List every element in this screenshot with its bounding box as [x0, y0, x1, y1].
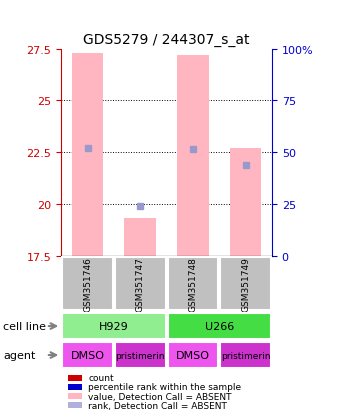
Bar [124, 219, 156, 256]
Text: GSM351747: GSM351747 [136, 256, 145, 311]
Text: percentile rank within the sample: percentile rank within the sample [88, 382, 241, 392]
FancyBboxPatch shape [168, 313, 271, 339]
Text: GSM351746: GSM351746 [83, 256, 92, 311]
Text: pristimerin: pristimerin [221, 351, 270, 360]
Bar [230, 149, 261, 256]
Bar [72, 54, 103, 256]
FancyBboxPatch shape [168, 257, 218, 311]
FancyBboxPatch shape [220, 342, 271, 368]
Text: count: count [88, 373, 114, 382]
Text: rank, Detection Call = ABSENT: rank, Detection Call = ABSENT [88, 401, 227, 410]
Title: GDS5279 / 244307_s_at: GDS5279 / 244307_s_at [83, 33, 250, 47]
FancyBboxPatch shape [62, 257, 113, 311]
FancyBboxPatch shape [168, 342, 218, 368]
Bar [177, 56, 209, 256]
Text: agent: agent [3, 350, 36, 360]
Text: GSM351748: GSM351748 [188, 256, 198, 311]
FancyBboxPatch shape [115, 257, 166, 311]
FancyBboxPatch shape [62, 342, 113, 368]
Text: GSM351749: GSM351749 [241, 256, 250, 311]
Text: pristimerin: pristimerin [116, 351, 165, 360]
Text: U266: U266 [205, 321, 234, 331]
FancyBboxPatch shape [115, 342, 166, 368]
Text: H929: H929 [99, 321, 129, 331]
FancyBboxPatch shape [62, 313, 166, 339]
Text: DMSO: DMSO [71, 350, 105, 360]
Text: value, Detection Call = ABSENT: value, Detection Call = ABSENT [88, 392, 232, 401]
FancyBboxPatch shape [220, 257, 271, 311]
Text: cell line: cell line [3, 321, 46, 331]
Text: DMSO: DMSO [176, 350, 210, 360]
